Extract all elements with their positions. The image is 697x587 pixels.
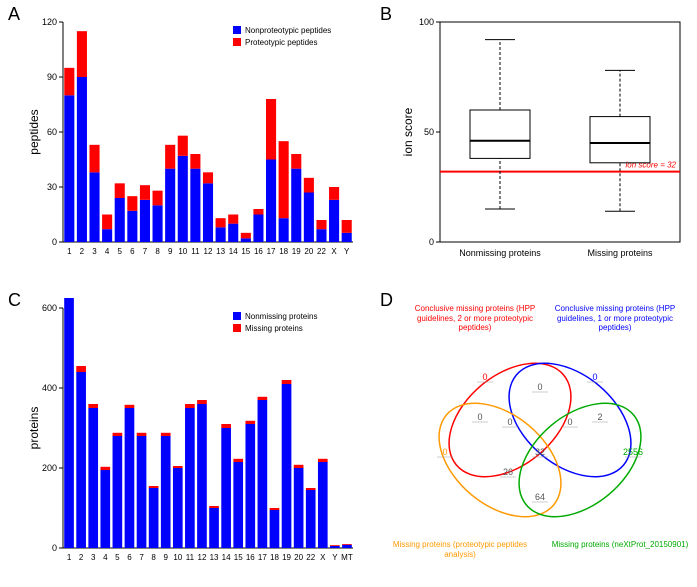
svg-text:Missing proteins: Missing proteins <box>587 248 653 258</box>
venn-set-red-label: Conclusive missing proteins (HPP guideli… <box>410 304 540 333</box>
svg-text:5: 5 <box>118 247 123 256</box>
svg-text:Y: Y <box>344 247 350 256</box>
svg-text:19: 19 <box>292 247 301 256</box>
svg-text:Nonmissing proteins: Nonmissing proteins <box>245 312 317 321</box>
svg-text:proteins: proteins <box>28 407 41 450</box>
svg-text:11: 11 <box>186 553 195 562</box>
svg-text:2: 2 <box>80 247 85 256</box>
svg-text:2: 2 <box>79 553 84 562</box>
svg-text:18: 18 <box>270 553 279 562</box>
svg-text:15: 15 <box>234 553 243 562</box>
svg-text:1: 1 <box>67 553 72 562</box>
svg-text:peptides: peptides <box>28 109 41 154</box>
svg-text:16: 16 <box>246 553 255 562</box>
svg-text:X: X <box>320 553 326 562</box>
svg-text:9: 9 <box>163 553 168 562</box>
svg-text:17: 17 <box>267 247 276 256</box>
svg-text:3: 3 <box>91 553 96 562</box>
svg-text:22: 22 <box>306 553 315 562</box>
panel-d-venn: 0 0 0 2556 0 0 2 64 26 0 0 32 Conclusive missing pr… <box>390 300 690 580</box>
svg-text:14: 14 <box>229 247 238 256</box>
svg-text:6: 6 <box>127 553 132 562</box>
svg-text:50: 50 <box>424 127 434 137</box>
svg-text:100: 100 <box>419 17 434 27</box>
svg-text:Nonmissing proteins: Nonmissing proteins <box>459 248 541 258</box>
svg-text:16: 16 <box>254 247 263 256</box>
svg-text:7: 7 <box>139 553 144 562</box>
svg-text:30: 30 <box>47 182 57 192</box>
svg-text:3: 3 <box>92 247 97 256</box>
svg-text:26: 26 <box>503 467 513 477</box>
svg-text:0: 0 <box>52 237 57 247</box>
svg-text:0: 0 <box>429 237 434 247</box>
svg-text:22: 22 <box>317 247 326 256</box>
svg-text:Nonproteotypic peptides: Nonproteotypic peptides <box>245 26 331 35</box>
svg-text:120: 120 <box>42 17 57 27</box>
svg-text:10: 10 <box>173 553 182 562</box>
svg-text:200: 200 <box>42 463 57 473</box>
svg-text:90: 90 <box>47 72 57 82</box>
svg-text:0: 0 <box>507 417 512 427</box>
panel-a-chart: 0306090120peptides1234567891011121314151… <box>28 12 358 272</box>
svg-text:20: 20 <box>294 553 303 562</box>
svg-text:18: 18 <box>279 247 288 256</box>
svg-text:0: 0 <box>567 417 572 427</box>
svg-text:7: 7 <box>143 247 148 256</box>
svg-text:60: 60 <box>47 127 57 137</box>
svg-text:MT: MT <box>341 553 353 562</box>
panel-c-chart: 0200400600proteins1234567891011121314151… <box>28 298 358 578</box>
svg-text:64: 64 <box>535 492 545 502</box>
svg-text:Y: Y <box>332 553 338 562</box>
panel-b-chart: 0 50 100 ion score ion score = 32 Nonmissing … <box>400 12 690 272</box>
venn-set-blue-label: Conclusive missing proteins (HPP guideli… <box>550 304 680 333</box>
venn-set-green-label: Missing proteins (neXtProt_20150901) <box>550 540 690 550</box>
svg-text:ion score: ion score <box>401 107 415 156</box>
svg-text:14: 14 <box>222 553 231 562</box>
svg-text:0: 0 <box>592 372 597 382</box>
svg-text:17: 17 <box>258 553 267 562</box>
svg-text:Proteotypic peptides: Proteotypic peptides <box>245 38 318 47</box>
svg-text:ion score = 32: ion score = 32 <box>626 161 677 170</box>
svg-text:12: 12 <box>198 553 207 562</box>
svg-text:32: 32 <box>535 447 545 457</box>
svg-text:8: 8 <box>155 247 160 256</box>
svg-text:0: 0 <box>52 543 57 553</box>
svg-text:4: 4 <box>105 247 110 256</box>
svg-text:Missing proteins: Missing proteins <box>245 324 303 333</box>
svg-text:4: 4 <box>103 553 108 562</box>
svg-text:400: 400 <box>42 383 57 393</box>
svg-text:600: 600 <box>42 303 57 313</box>
svg-text:9: 9 <box>168 247 173 256</box>
svg-text:2: 2 <box>597 412 602 422</box>
svg-text:11: 11 <box>191 247 200 256</box>
svg-text:X: X <box>331 247 337 256</box>
svg-text:13: 13 <box>216 247 225 256</box>
svg-text:15: 15 <box>241 247 250 256</box>
svg-text:1: 1 <box>67 247 72 256</box>
panel-b-label: B <box>380 4 392 25</box>
svg-text:0: 0 <box>477 412 482 422</box>
svg-text:2556: 2556 <box>623 447 643 457</box>
svg-text:8: 8 <box>151 553 156 562</box>
svg-text:0: 0 <box>482 372 487 382</box>
svg-text:5: 5 <box>115 553 120 562</box>
panel-c-label: C <box>8 290 21 311</box>
svg-text:6: 6 <box>130 247 135 256</box>
svg-text:0: 0 <box>442 447 447 457</box>
svg-text:10: 10 <box>178 247 187 256</box>
svg-text:0: 0 <box>537 382 542 392</box>
venn-set-orange-label: Missing proteins (proteotypic peptides a… <box>390 540 530 559</box>
svg-text:13: 13 <box>210 553 219 562</box>
svg-text:12: 12 <box>204 247 213 256</box>
svg-text:19: 19 <box>282 553 291 562</box>
panel-a-label: A <box>8 4 20 25</box>
svg-text:20: 20 <box>304 247 313 256</box>
